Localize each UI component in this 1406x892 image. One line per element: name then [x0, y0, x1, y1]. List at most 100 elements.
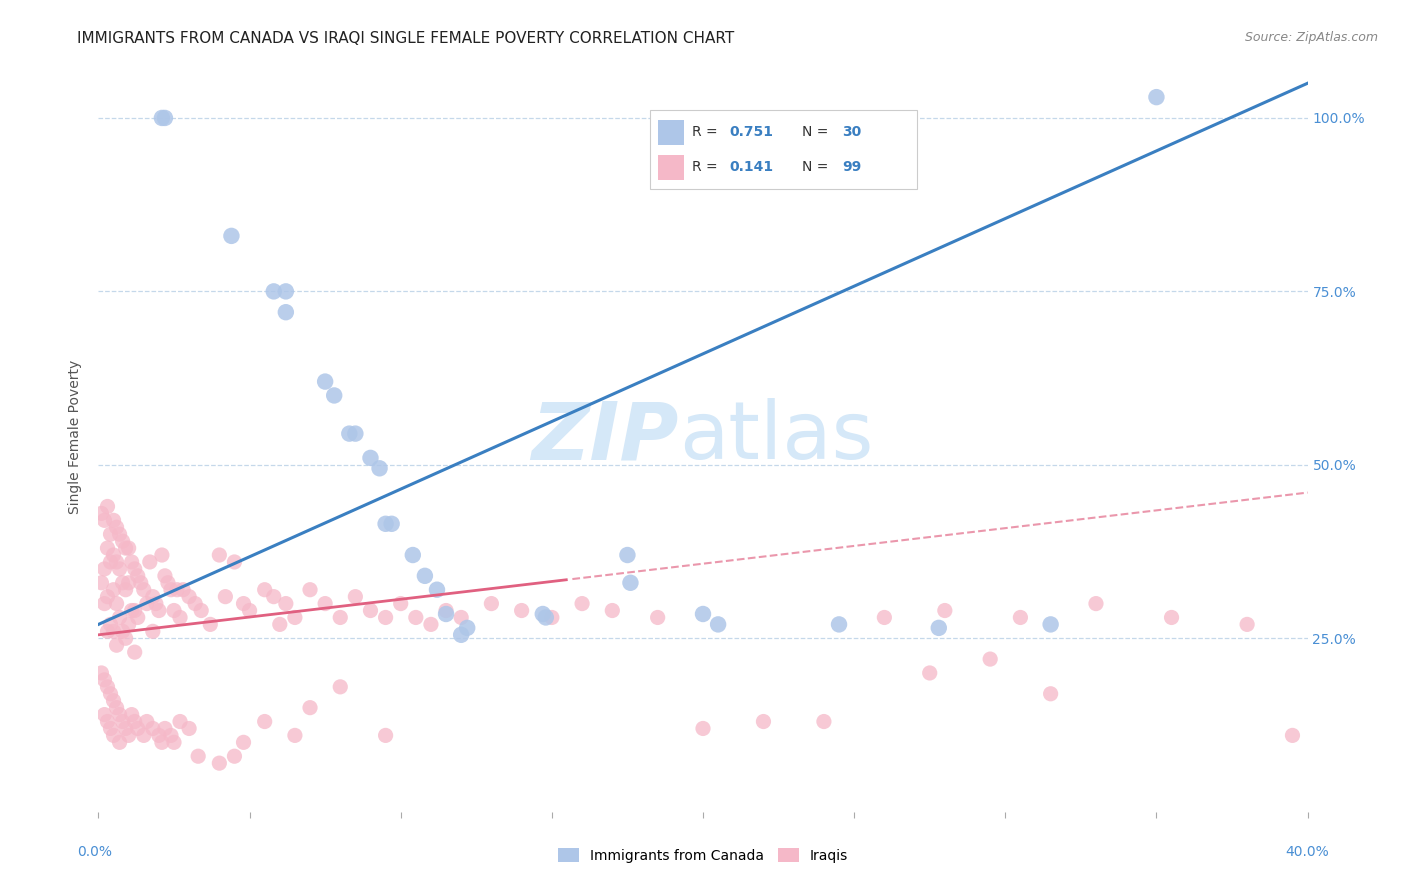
Point — [1039, 687, 1062, 701]
Point — [96, 714, 118, 729]
Point — [239, 603, 262, 617]
Point — [96, 500, 118, 514]
Point — [374, 728, 396, 742]
Point — [153, 111, 176, 125]
Point — [166, 582, 188, 597]
Point — [531, 607, 554, 621]
Point — [93, 513, 115, 527]
Point — [105, 555, 128, 569]
Point — [934, 603, 956, 617]
Point — [374, 516, 396, 531]
Bar — [658, 120, 685, 145]
Point — [142, 722, 165, 736]
Point — [1010, 610, 1032, 624]
Point — [752, 714, 775, 729]
Point — [111, 714, 134, 729]
Point — [208, 548, 231, 562]
Point — [269, 617, 291, 632]
Text: N =: N = — [801, 125, 832, 139]
Point — [344, 426, 367, 441]
Point — [100, 722, 122, 736]
Point — [96, 624, 118, 639]
Point — [299, 582, 322, 597]
Point — [150, 111, 173, 125]
Point — [221, 228, 243, 243]
Point — [602, 603, 624, 617]
Point — [103, 582, 125, 597]
Point — [299, 700, 322, 714]
Point — [274, 597, 297, 611]
Text: 30: 30 — [842, 125, 862, 139]
Point — [928, 621, 950, 635]
Point — [214, 590, 236, 604]
Point — [100, 687, 122, 701]
Point — [142, 624, 165, 639]
Point — [1144, 90, 1167, 104]
Text: ZIP: ZIP — [531, 398, 679, 476]
Bar — [658, 154, 685, 180]
Point — [142, 590, 165, 604]
Point — [124, 714, 146, 729]
Point — [274, 285, 297, 299]
Point — [163, 603, 186, 617]
Point — [111, 575, 134, 590]
Point — [135, 714, 157, 729]
Point — [402, 548, 425, 562]
Point — [873, 610, 896, 624]
Point — [374, 610, 396, 624]
Point — [93, 597, 115, 611]
Point — [619, 575, 641, 590]
Point — [169, 610, 191, 624]
Point — [420, 617, 443, 632]
Point — [93, 673, 115, 687]
Point — [124, 645, 146, 659]
Point — [707, 617, 730, 632]
Point — [344, 590, 367, 604]
Point — [918, 665, 941, 680]
Point — [90, 665, 112, 680]
Point — [108, 735, 131, 749]
Legend: Immigrants from Canada, Iraqis: Immigrants from Canada, Iraqis — [553, 843, 853, 869]
Point — [127, 569, 149, 583]
Point — [118, 617, 141, 632]
Point — [450, 628, 472, 642]
Point — [179, 590, 201, 604]
Point — [434, 607, 457, 621]
Point — [129, 575, 152, 590]
Point — [132, 728, 155, 742]
Text: 0.751: 0.751 — [730, 125, 773, 139]
Point — [571, 597, 593, 611]
Point — [124, 562, 146, 576]
Point — [510, 603, 533, 617]
Point — [360, 603, 382, 617]
Point — [121, 707, 143, 722]
Point — [100, 527, 122, 541]
Point — [114, 632, 136, 646]
Point — [187, 749, 209, 764]
Point — [114, 722, 136, 736]
Point — [263, 285, 285, 299]
Point — [692, 722, 714, 736]
Point — [184, 597, 207, 611]
Point — [481, 597, 503, 611]
Text: IMMIGRANTS FROM CANADA VS IRAQI SINGLE FEMALE POVERTY CORRELATION CHART: IMMIGRANTS FROM CANADA VS IRAQI SINGLE F… — [77, 31, 734, 46]
Point — [127, 722, 149, 736]
Point — [160, 582, 183, 597]
Point — [426, 582, 449, 597]
Point — [284, 728, 307, 742]
Point — [103, 728, 125, 742]
Point — [160, 728, 183, 742]
Point — [153, 569, 176, 583]
Point — [103, 694, 125, 708]
Point — [118, 728, 141, 742]
Point — [103, 624, 125, 639]
Text: Source: ZipAtlas.com: Source: ZipAtlas.com — [1244, 31, 1378, 45]
Point — [103, 548, 125, 562]
Point — [647, 610, 669, 624]
Point — [163, 735, 186, 749]
Point — [405, 610, 427, 624]
Point — [1085, 597, 1108, 611]
Point — [135, 597, 157, 611]
Point — [284, 610, 307, 624]
Point — [456, 621, 478, 635]
